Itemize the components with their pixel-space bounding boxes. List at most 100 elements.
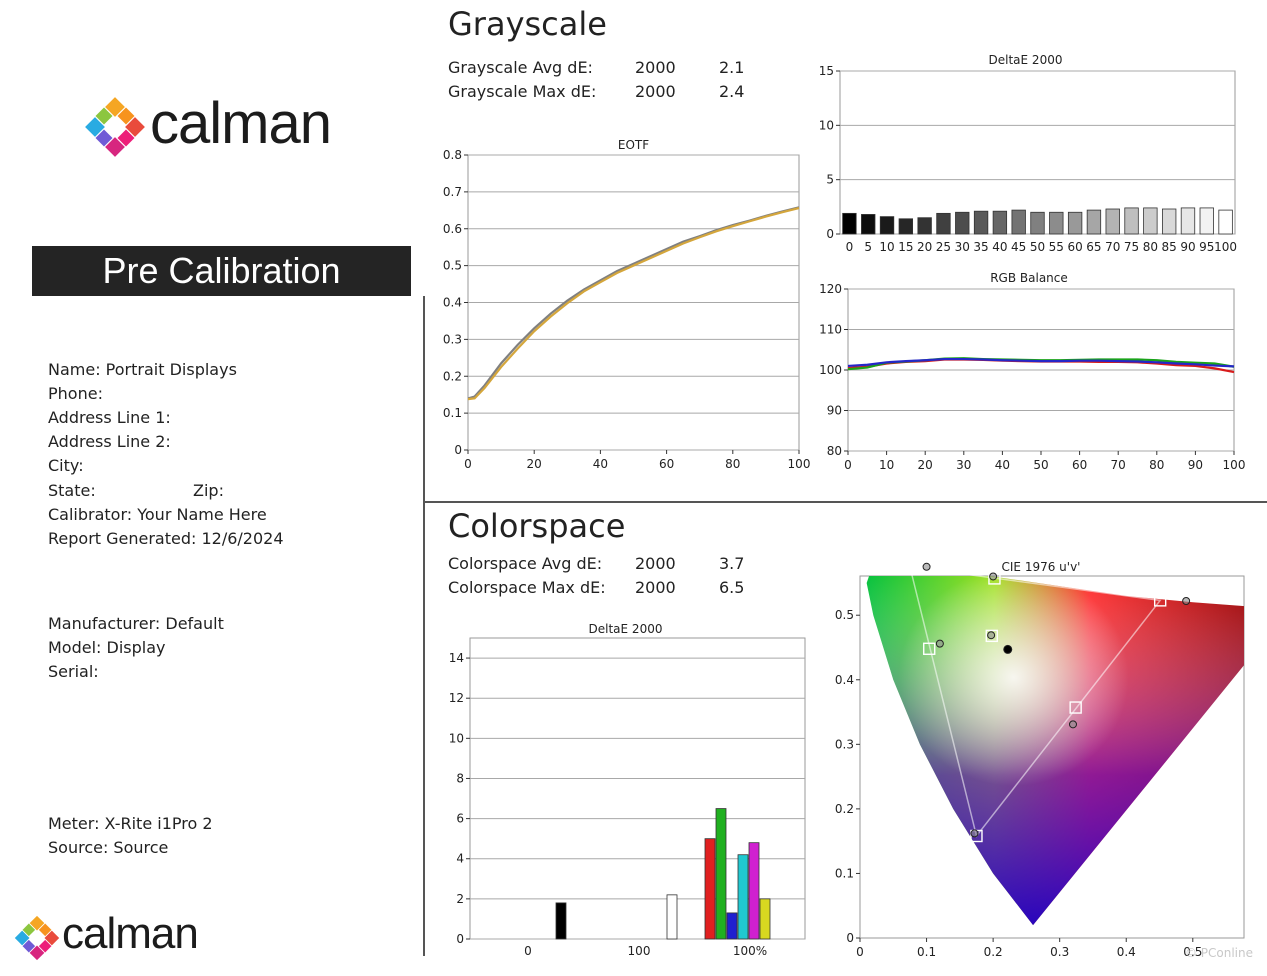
colorspace-avg-value: 3.7 — [719, 554, 745, 573]
deltae-bar — [555, 902, 567, 940]
x-tick-label: 20 — [918, 458, 933, 472]
vertical-divider — [423, 296, 425, 956]
info-source: Source: Source — [48, 838, 169, 857]
eotf-series-line — [467, 207, 800, 401]
x-tick-label: 100 — [628, 944, 651, 958]
x-tick-label: 75 — [1124, 240, 1139, 254]
x-tick-label: 65 — [1086, 240, 1101, 254]
deltae-bar — [973, 210, 989, 235]
measured-point-white-point — [1003, 644, 1013, 654]
deltae-bar — [879, 216, 895, 235]
y-tick-label: 0 — [826, 227, 834, 241]
y-tick-label: 6 — [456, 812, 464, 826]
calman-footer-logo: calman — [14, 909, 234, 962]
x-tick-label: 95 — [1199, 240, 1214, 254]
x-tick-label: 100 — [788, 457, 811, 471]
grayscale-avg-standard: 2000 — [635, 58, 676, 77]
x-tick-label: 90 — [1188, 458, 1203, 472]
x-tick-label: 80 — [725, 457, 740, 471]
measured-point-red — [1182, 597, 1191, 606]
grayscale-title: Grayscale — [448, 5, 607, 43]
x-tick-label: 70 — [1111, 458, 1126, 472]
colorspace-title: Colorspace — [448, 507, 626, 545]
measured-point-yellow — [989, 572, 998, 581]
deltae-bar — [1086, 209, 1102, 235]
x-tick-label: 15 — [898, 240, 913, 254]
x-tick-label: 70 — [1105, 240, 1120, 254]
x-tick-label: 30 — [955, 240, 970, 254]
info-serial: Serial: — [48, 662, 99, 681]
x-tick-label: 0.5 — [1183, 945, 1202, 958]
deltae-bar — [917, 217, 932, 235]
y-tick-label: 0.8 — [443, 148, 462, 162]
y-tick-label: 0.3 — [835, 737, 854, 751]
x-tick-label: 25 — [936, 240, 951, 254]
measured-point-green — [922, 562, 931, 571]
colorspace-deltae-chart: DeltaE 2000 0 2 4 6 8 10 12 14 0 100 100% — [449, 622, 806, 958]
info-state: State: — [48, 481, 96, 500]
y-tick-label: 4 — [456, 852, 464, 866]
y-tick-label: 0.1 — [443, 406, 462, 420]
y-tick-label: 10 — [819, 118, 834, 132]
deltae-bar — [1180, 207, 1196, 235]
y-tick-label: 15 — [819, 64, 834, 78]
grayscale-avg-value: 2.1 — [719, 58, 745, 77]
rgb-series-line — [847, 357, 1235, 368]
x-tick-label: 10 — [879, 458, 894, 472]
info-address2: Address Line 2: — [48, 432, 171, 451]
chart-title: RGB Balance — [990, 271, 1068, 285]
info-name: Name: Portrait Displays — [48, 360, 237, 379]
eotf-chart: EOTF 0 0.1 0.2 0.3 0.4 0.5 0.6 0.7 0.8 0 20 40 60 80 10… — [443, 138, 811, 471]
deltae-bar — [1067, 211, 1083, 235]
target-marker-red — [1153, 594, 1167, 607]
x-tick-label: 90 — [1180, 240, 1195, 254]
info-address1: Address Line 1: — [48, 408, 171, 427]
deltae-bar — [1143, 207, 1158, 235]
chart-title: EOTF — [618, 138, 649, 152]
deltae-bar — [726, 912, 738, 940]
deltae-bar — [1161, 208, 1177, 235]
info-model: Model: Display — [48, 638, 166, 657]
deltae-bar — [955, 211, 970, 235]
chart-title: DeltaE 2000 — [589, 622, 663, 636]
deltae-bar — [748, 842, 760, 940]
deltae-bar — [1030, 211, 1045, 235]
measured-point-magenta — [1068, 720, 1077, 729]
cie-chart: CIE 1976 u'v' 0 0.1 0.2 0.3 0.4 0.5 0 0.1 0.2 0.3 0… — [835, 560, 1245, 958]
colorspace-avg-standard: 2000 — [635, 554, 676, 573]
calman-logo-icon — [85, 97, 145, 157]
x-tick-label: 85 — [1162, 240, 1177, 254]
x-tick-label: 50 — [1033, 458, 1048, 472]
measured-point-cyan — [935, 639, 944, 648]
grayscale-max-value: 2.4 — [719, 82, 745, 101]
colorspace-avg-label: Colorspace Avg dE: — [448, 554, 603, 573]
x-tick-label: 0 — [856, 945, 864, 958]
y-tick-label: 12 — [449, 691, 464, 705]
x-tick-label: 100 — [1223, 458, 1246, 472]
deltae-bar — [704, 838, 716, 940]
x-tick-label: 10 — [879, 240, 894, 254]
x-tick-label: 0.1 — [917, 945, 936, 958]
x-tick-label: 50 — [1030, 240, 1045, 254]
x-tick-label: 30 — [956, 458, 971, 472]
y-tick-label: 5 — [826, 173, 834, 187]
x-tick-label: 40 — [593, 457, 608, 471]
x-tick-label: 80 — [1143, 240, 1158, 254]
colorspace-max-value: 6.5 — [719, 578, 745, 597]
calman-logo: calman — [84, 91, 374, 158]
deltae-bar — [936, 212, 951, 235]
report-banner: Pre Calibration — [32, 246, 411, 296]
y-tick-label: 0 — [454, 443, 462, 457]
y-tick-label: 0.6 — [443, 222, 462, 236]
target-marker-magenta — [1069, 701, 1082, 714]
y-tick-label: 0.1 — [835, 866, 854, 880]
target-marker-cyan — [923, 642, 936, 655]
x-tick-label: 100 — [1214, 240, 1237, 254]
x-tick-label: 0.2 — [984, 945, 1003, 958]
colorspace-max-standard: 2000 — [635, 578, 676, 597]
grayscale-avg-label: Grayscale Avg dE: — [448, 58, 593, 77]
deltae-bar — [898, 218, 914, 235]
grayscale-max-standard: 2000 — [635, 82, 676, 101]
y-tick-label: 110 — [819, 323, 842, 337]
